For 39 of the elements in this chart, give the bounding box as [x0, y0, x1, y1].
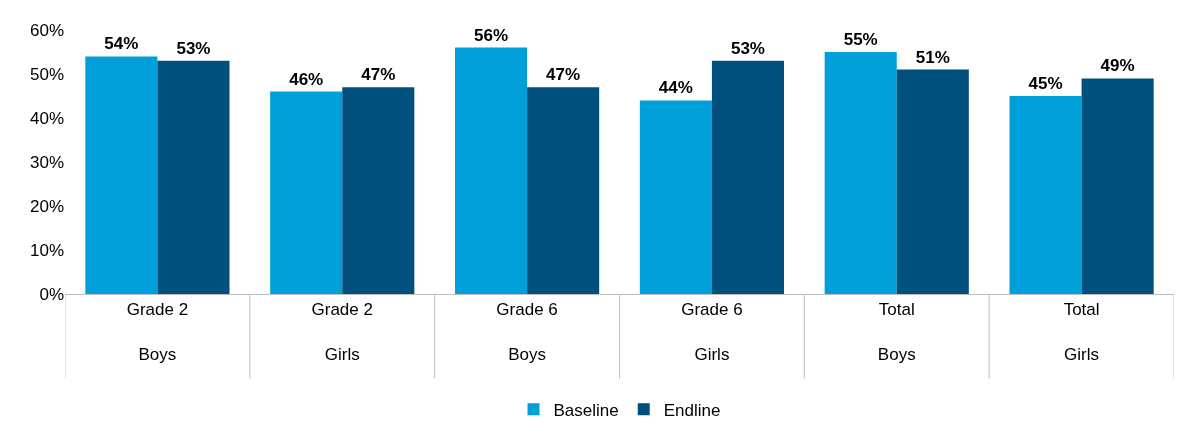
legend-label: Endline [663, 400, 721, 420]
data-label: 45% [1028, 74, 1063, 93]
data-label: 56% [474, 25, 509, 45]
legend-label: Baseline [553, 400, 619, 420]
data-label: 53% [176, 38, 211, 58]
bar [711, 60, 784, 294]
category-label: Grade 6 Boys [496, 300, 558, 364]
bar [85, 56, 158, 294]
bar [1081, 78, 1154, 294]
category-label: Grade 2 Girls [311, 300, 373, 364]
bar [896, 69, 969, 294]
data-label: 44% [658, 78, 693, 98]
y-tick-label: 60% [29, 20, 64, 40]
y-tick-label: 40% [29, 108, 64, 128]
data-label: 55% [843, 30, 878, 49]
category-label: Total Girls [1063, 300, 1100, 364]
bar [157, 60, 230, 294]
data-label: 49% [1100, 56, 1135, 76]
data-label: 47% [361, 65, 396, 85]
data-label: 46% [289, 69, 324, 89]
data-label: 47% [546, 65, 581, 85]
bar [342, 87, 415, 294]
category-label: Grade 2 Boys [126, 300, 189, 364]
bar [270, 91, 343, 294]
data-label: 51% [915, 47, 950, 67]
bar [455, 47, 528, 294]
y-tick-label: 0% [39, 284, 64, 304]
category-label: Grade 6 Girls [681, 300, 743, 364]
bar [824, 52, 897, 294]
bar [1009, 96, 1082, 294]
data-label: 54% [104, 34, 139, 54]
y-tick-label: 30% [29, 152, 64, 172]
bar [527, 87, 600, 294]
y-tick-label: 20% [29, 196, 64, 216]
y-tick-label: 50% [29, 64, 64, 84]
y-tick-label: 10% [29, 240, 64, 260]
data-label: 53% [730, 38, 765, 58]
bar [639, 100, 712, 294]
category-label: Total Boys [877, 300, 916, 364]
